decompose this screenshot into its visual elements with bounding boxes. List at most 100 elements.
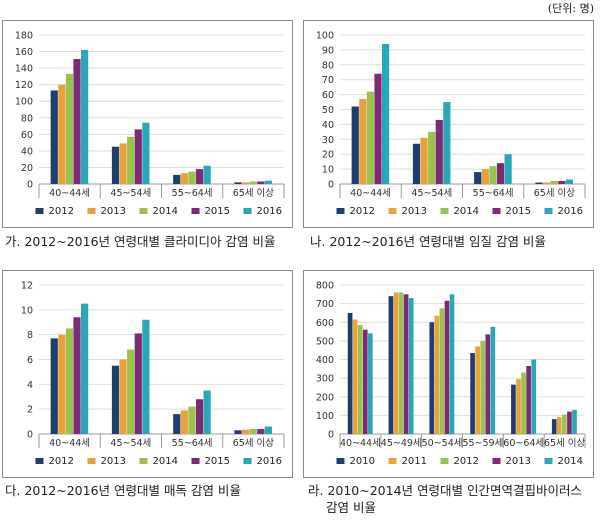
bar-2012-1 xyxy=(50,338,58,434)
bar-2016-1 xyxy=(81,49,89,185)
bar-2015-4 xyxy=(257,429,265,434)
legend-label: 2012 xyxy=(49,456,74,467)
legend-label: 2013 xyxy=(101,456,126,467)
bar-2013-2 xyxy=(420,137,428,184)
caption-line: 감염 비율 xyxy=(326,500,376,515)
legend-swatch xyxy=(191,458,200,464)
bar-2010-4 xyxy=(470,352,475,434)
legend-swatch xyxy=(544,458,553,464)
bar-2012-2 xyxy=(412,143,421,184)
chart-caption-gonorrhea: 나. 2012~2016년 연령대별 임질 감염 비율 xyxy=(310,233,595,250)
caption-line: 나. 2012~2016년 연령대별 임질 감염 비율 xyxy=(310,234,546,249)
y-tick-label: 20 xyxy=(322,150,334,161)
bar-2014-4 xyxy=(249,429,257,434)
legend-swatch xyxy=(243,458,252,464)
legend-label: 2012 xyxy=(49,206,74,217)
y-tick-label: 180 xyxy=(15,31,33,42)
bar-2010-3 xyxy=(429,322,435,434)
legend-label: 2015 xyxy=(205,456,230,467)
bar-2011-2 xyxy=(393,292,399,434)
chart-panel-syphilis: 0 2 4 6 8 10 12 40~44세 45~54세 55~64세 65세 이상 2012 201… xyxy=(2,270,293,478)
y-tick-label: 700 xyxy=(316,299,334,310)
gonorrhea-bar-chart: 0 10 20 30 40 50 60 70 80 90 100 40~44세 45~54세 55~64세… xyxy=(316,31,586,217)
x-tick-label: 40~44세 xyxy=(49,188,90,199)
bar-2013-4 xyxy=(542,182,551,184)
y-tick-label: 400 xyxy=(316,355,334,366)
bar-2014-2 xyxy=(127,349,135,434)
legend-label: 2016 xyxy=(558,206,583,217)
bar-2016-4 xyxy=(264,426,272,434)
bar-2013-3 xyxy=(180,410,188,434)
bar-2013-5 xyxy=(526,366,531,434)
legend-label: 2014 xyxy=(558,456,583,467)
x-tick-label: 45~54세 xyxy=(110,188,151,199)
y-tick-label: 140 xyxy=(15,64,33,75)
bar-2016-1 xyxy=(382,43,390,184)
bar-2013-1 xyxy=(362,329,368,434)
y-tick-label: 500 xyxy=(316,336,334,347)
legend-swatch xyxy=(544,208,553,214)
legend-label: 2014 xyxy=(454,206,479,217)
legend-swatch xyxy=(388,458,397,464)
y-tick-label: 8 xyxy=(27,330,33,341)
bar-2012-2 xyxy=(111,146,120,184)
x-tick-label: 40~44세 xyxy=(340,438,381,449)
bar-2012-1 xyxy=(351,106,359,184)
bar-2013-4 xyxy=(241,182,250,184)
y-tick-label: 60 xyxy=(21,130,33,141)
bar-2015-1 xyxy=(374,73,382,184)
bar-2015-3 xyxy=(195,169,204,184)
bar-2016-1 xyxy=(81,303,89,434)
bar-2015-1 xyxy=(73,317,81,434)
bar-2011-6 xyxy=(556,417,562,434)
bar-2016-3 xyxy=(203,165,211,184)
y-tick-label: 0 xyxy=(328,430,334,441)
y-tick-label: 50 xyxy=(322,105,334,116)
bar-2013-3 xyxy=(180,173,188,184)
y-tick-label: 12 xyxy=(21,281,33,292)
x-tick-label: 55~64세 xyxy=(172,188,213,199)
y-tick-label: 0 xyxy=(328,180,334,191)
bar-2015-4 xyxy=(558,181,566,184)
bar-2012-1 xyxy=(50,90,58,184)
legend-label: 2012 xyxy=(454,456,479,467)
bar-2014-3 xyxy=(489,166,497,184)
bar-2015-2 xyxy=(435,119,443,184)
x-tick-label: 45~54세 xyxy=(411,188,452,199)
y-tick-label: 10 xyxy=(322,165,334,176)
legend-swatch xyxy=(35,208,44,214)
x-tick-label: 45~54세 xyxy=(110,438,151,449)
bar-2010-6 xyxy=(551,419,557,434)
bar-2013-3 xyxy=(444,300,450,434)
legend-swatch xyxy=(191,208,200,214)
bar-2015-3 xyxy=(195,399,204,434)
bar-2015-1 xyxy=(73,59,81,184)
legend-label: 2013 xyxy=(506,456,531,467)
bar-2014-2 xyxy=(408,298,414,434)
chart-panel-gonorrhea: 0 10 20 30 40 50 60 70 80 90 100 40~44세 45~54세 55~64세… xyxy=(303,20,594,228)
bar-2012-6 xyxy=(562,414,567,434)
bar-2016-2 xyxy=(443,102,451,184)
y-tick-label: 4 xyxy=(27,380,33,391)
chlamydia-bar-chart: 0 20 40 60 80 100 120 140 160 180 40~44세 45~54세 55~6… xyxy=(15,31,285,217)
bar-2010-5 xyxy=(511,384,516,434)
y-tick-label: 800 xyxy=(316,281,334,292)
bar-2013-6 xyxy=(567,411,572,434)
y-tick-label: 30 xyxy=(322,135,334,146)
legend-swatch xyxy=(440,458,449,464)
bar-2016-2 xyxy=(142,319,150,434)
legend-swatch xyxy=(440,208,449,214)
chart-caption-chlamydia: 가. 2012~2016년 연령대별 클라미디아 감염 비율 xyxy=(5,233,295,250)
bar-2014-1 xyxy=(65,328,74,434)
bar-2015-3 xyxy=(496,163,505,184)
legend-label: 2010 xyxy=(350,456,375,467)
y-tick-label: 2 xyxy=(27,405,33,416)
hiv-bar-chart: 0 100 200 300 400 500 600 700 800 40~44세 45~49세 50~… xyxy=(316,281,586,467)
bar-2013-1 xyxy=(58,334,66,434)
y-tick-label: 10 xyxy=(21,305,33,316)
bar-2016-4 xyxy=(565,179,573,184)
bar-2013-4 xyxy=(241,429,250,434)
y-tick-label: 40 xyxy=(322,120,334,131)
unit-label: (단위: 명) xyxy=(547,2,594,15)
bar-2012-4 xyxy=(234,430,242,434)
